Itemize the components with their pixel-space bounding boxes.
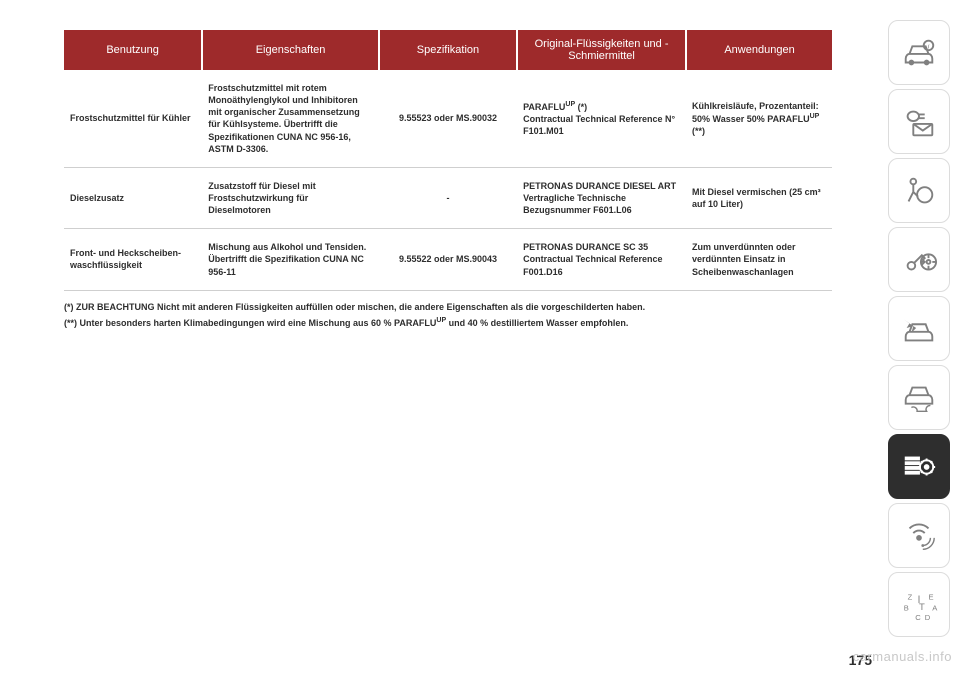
table-header-row: Benutzung Eigenschaften Spezifikation Or…	[64, 30, 832, 70]
th-benutzung: Benutzung	[64, 30, 202, 70]
table-cell: Mischung aus Alkohol und Tensiden. Übert…	[202, 229, 379, 290]
svg-text:Z: Z	[908, 592, 913, 601]
sidebar-tile-car-info[interactable]: i	[888, 20, 950, 85]
svg-text:T: T	[919, 601, 925, 612]
table-cell: PARAFLUUP (*)Contractual Technical Refer…	[517, 70, 686, 167]
footnote: (**) Unter besonders harten Klimabedingu…	[64, 316, 832, 331]
table-cell: Frostschutzmittel für Kühler	[64, 70, 202, 167]
table-row: Frostschutzmittel für KühlerFrostschutzm…	[64, 70, 832, 167]
th-spezifikation: Spezifikation	[379, 30, 517, 70]
settings-icon	[900, 448, 938, 486]
airbag-icon	[900, 172, 938, 210]
sidebar: i Z E B A CDT	[888, 20, 950, 637]
table-cell: Kühlkreisläufe, Prozentanteil: 50% Wasse…	[686, 70, 832, 167]
key-wheel-icon	[900, 241, 938, 279]
svg-text:B: B	[904, 603, 909, 612]
th-anwendungen: Anwendungen	[686, 30, 832, 70]
table-cell: Front- und Heckscheiben-waschflüssigkeit	[64, 229, 202, 290]
th-eigenschaften: Eigenschaften	[202, 30, 379, 70]
car-wrench-icon	[900, 379, 938, 417]
svg-text:C: C	[915, 613, 921, 622]
fluids-table: Benutzung Eigenschaften Spezifikation Or…	[64, 30, 832, 291]
sidebar-tile-alphabet[interactable]: Z E B A CDT	[888, 572, 950, 637]
table-cell: 9.55522 oder MS.90043	[379, 229, 517, 290]
table-cell: Zusatzstoff für Diesel mit Frostschutzwi…	[202, 167, 379, 228]
light-envelope-icon	[900, 103, 938, 141]
svg-text:A: A	[932, 603, 938, 612]
table-cell: Frostschutzmittel mit rotem Monoäthyleng…	[202, 70, 379, 167]
car-crash-icon	[900, 310, 938, 348]
page: Benutzung Eigenschaften Spezifikation Or…	[0, 0, 960, 678]
sidebar-tile-light-envelope[interactable]	[888, 89, 950, 154]
sidebar-tile-radio[interactable]	[888, 503, 950, 568]
radio-icon	[900, 517, 938, 555]
table-cell: Zum unverdünnten oder verdünnten Einsatz…	[686, 229, 832, 290]
th-original: Original-Flüssigkeiten und -Schmiermitte…	[517, 30, 686, 70]
car-info-icon: i	[900, 34, 938, 72]
table-body: Frostschutzmittel für KühlerFrostschutzm…	[64, 70, 832, 290]
table-cell: Dieselzusatz	[64, 167, 202, 228]
svg-text:E: E	[929, 592, 934, 601]
table-row: DieselzusatzZusatzstoff für Diesel mit F…	[64, 167, 832, 228]
sidebar-tile-key-wheel[interactable]	[888, 227, 950, 292]
table-cell: PETRONAS DURANCE SC 35Contractual Techni…	[517, 229, 686, 290]
sidebar-tile-car-wrench[interactable]	[888, 365, 950, 430]
footnote: (*) ZUR BEACHTUNG Nicht mit anderen Flüs…	[64, 301, 832, 315]
table-cell: -	[379, 167, 517, 228]
sidebar-tile-car-crash[interactable]	[888, 296, 950, 361]
table-cell: 9.55523 oder MS.90032	[379, 70, 517, 167]
watermark: carmanuals.info	[853, 649, 952, 664]
footnotes: (*) ZUR BEACHTUNG Nicht mit anderen Flüs…	[64, 301, 832, 331]
sidebar-tile-airbag[interactable]	[888, 158, 950, 223]
sidebar-tile-settings[interactable]	[888, 434, 950, 499]
svg-text:D: D	[925, 613, 931, 622]
alphabet-icon: Z E B A CDT	[900, 586, 938, 624]
table-row: Front- und Heckscheiben-waschflüssigkeit…	[64, 229, 832, 290]
content-area: Benutzung Eigenschaften Spezifikation Or…	[64, 30, 832, 333]
table-cell: Mit Diesel vermischen (25 cm³ auf 10 Lit…	[686, 167, 832, 228]
table-cell: PETRONAS DURANCE DIESEL ARTVertragliche …	[517, 167, 686, 228]
